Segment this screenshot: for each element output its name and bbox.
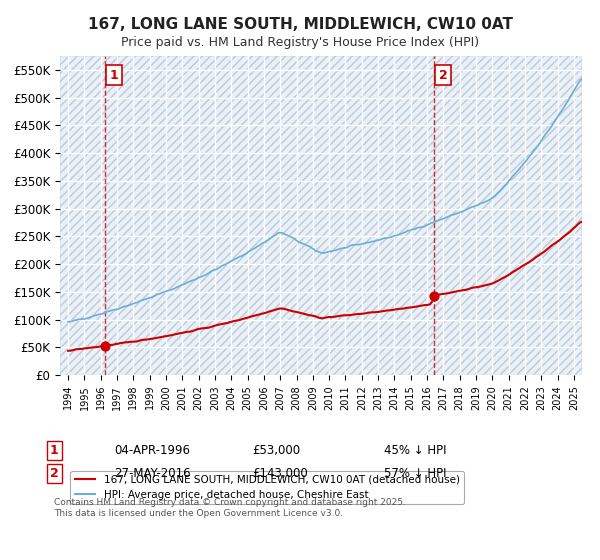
Point — [100, 341, 110, 350]
Text: 2: 2 — [50, 466, 58, 480]
Text: 1: 1 — [110, 69, 119, 82]
Text: 04-APR-1996: 04-APR-1996 — [114, 444, 190, 458]
Text: 1: 1 — [50, 444, 58, 458]
Text: 45% ↓ HPI: 45% ↓ HPI — [384, 444, 446, 458]
Text: 2: 2 — [439, 69, 448, 82]
Text: 57% ↓ HPI: 57% ↓ HPI — [384, 466, 446, 480]
Point — [429, 291, 439, 300]
Text: 167, LONG LANE SOUTH, MIDDLEWICH, CW10 0AT: 167, LONG LANE SOUTH, MIDDLEWICH, CW10 0… — [88, 17, 512, 32]
Text: 27-MAY-2016: 27-MAY-2016 — [114, 466, 191, 480]
Legend: 167, LONG LANE SOUTH, MIDDLEWICH, CW10 0AT (detached house), HPI: Average price,: 167, LONG LANE SOUTH, MIDDLEWICH, CW10 0… — [70, 470, 464, 504]
Text: Contains HM Land Registry data © Crown copyright and database right 2025.
This d: Contains HM Land Registry data © Crown c… — [54, 498, 406, 518]
Text: £53,000: £53,000 — [252, 444, 300, 458]
Text: £143,000: £143,000 — [252, 466, 308, 480]
Text: Price paid vs. HM Land Registry's House Price Index (HPI): Price paid vs. HM Land Registry's House … — [121, 36, 479, 49]
